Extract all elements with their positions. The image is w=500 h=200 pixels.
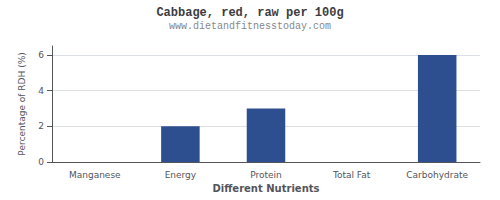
svg-text:4: 4 <box>38 86 44 96</box>
svg-text:Percentage of RDH (%): Percentage of RDH (%) <box>17 52 27 155</box>
svg-text:Energy: Energy <box>165 170 197 180</box>
svg-text:2: 2 <box>38 121 44 131</box>
svg-text:Different Nutrients: Different Nutrients <box>213 183 320 194</box>
svg-text:Protein: Protein <box>250 170 282 180</box>
svg-text:Total Fat: Total Fat <box>332 170 371 180</box>
svg-text:www.dietandfitnesstoday.com: www.dietandfitnesstoday.com <box>169 21 331 32</box>
svg-text:Manganese: Manganese <box>69 170 121 180</box>
svg-text:6: 6 <box>38 50 44 60</box>
svg-text:Cabbage, red, raw per 100g: Cabbage, red, raw per 100g <box>156 6 343 20</box>
svg-text:0: 0 <box>38 157 44 167</box>
svg-text:Carbohydrate: Carbohydrate <box>406 170 468 180</box>
